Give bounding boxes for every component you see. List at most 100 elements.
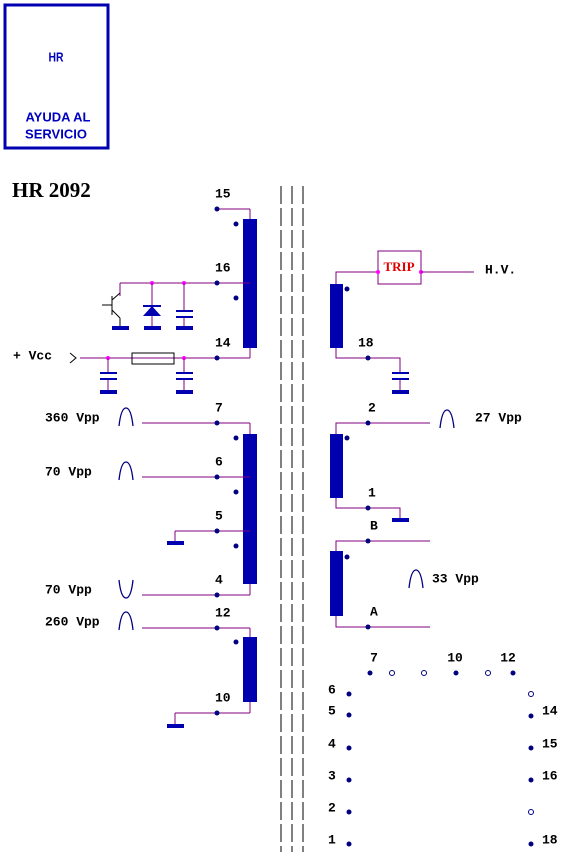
pin-dot xyxy=(528,777,534,783)
label: AYUDA AL xyxy=(25,109,90,124)
label: SERVICIO xyxy=(25,126,87,141)
waveform xyxy=(408,569,424,589)
label: 7 xyxy=(370,650,378,665)
waveform xyxy=(118,461,134,481)
ground xyxy=(392,518,409,522)
waveform xyxy=(118,579,134,599)
pin-dot xyxy=(346,809,352,815)
pin-dot xyxy=(528,713,534,719)
winding xyxy=(243,434,257,584)
ground xyxy=(100,390,117,394)
label: 2 xyxy=(328,800,336,815)
capacitor xyxy=(392,372,409,374)
pin-dot xyxy=(344,554,350,560)
pin-dot xyxy=(214,710,220,716)
label: + Vcc xyxy=(13,348,52,363)
capacitor xyxy=(100,378,117,380)
pin-dot xyxy=(346,745,352,751)
pin-dot xyxy=(214,592,220,598)
pin-dot xyxy=(233,639,239,645)
label: H.V. xyxy=(485,262,516,277)
pin-dot xyxy=(528,841,534,847)
pin-dot xyxy=(346,712,352,718)
logo-frame xyxy=(3,3,110,150)
pin-dot xyxy=(346,691,352,697)
ground xyxy=(176,390,193,394)
wire xyxy=(111,292,121,301)
label: 1 xyxy=(368,485,376,500)
label: 6 xyxy=(215,454,223,469)
pin-dot xyxy=(233,295,239,301)
label: 260 Vpp xyxy=(45,614,100,629)
pin-dot xyxy=(214,420,220,426)
pin-dot xyxy=(453,670,459,676)
label: 12 xyxy=(215,605,231,620)
pin-dot-open xyxy=(389,670,395,676)
pin-dot xyxy=(528,745,534,751)
label: TRIP xyxy=(383,259,414,274)
waveform xyxy=(439,409,455,429)
label: 16 xyxy=(215,260,231,275)
waveform xyxy=(118,611,134,631)
label: 18 xyxy=(358,335,374,350)
label: 70 Vpp xyxy=(45,582,92,597)
pin-dot-open xyxy=(485,670,491,676)
label: 4 xyxy=(328,736,336,751)
pin-dot xyxy=(214,625,220,631)
capacitor xyxy=(392,378,409,380)
pin-dot xyxy=(233,543,239,549)
label: B xyxy=(370,518,378,533)
ground xyxy=(112,326,129,330)
label: 4 xyxy=(215,572,223,587)
label: 15 xyxy=(215,186,231,201)
pin-dot xyxy=(346,841,352,847)
pin-dot xyxy=(214,355,220,361)
wire xyxy=(335,616,430,628)
ground xyxy=(167,724,184,728)
pin-dot xyxy=(344,286,350,292)
capacitor xyxy=(176,378,193,380)
wire xyxy=(335,540,430,551)
winding xyxy=(330,284,343,348)
pin-dot xyxy=(365,505,371,511)
label: HR 2092 xyxy=(12,178,91,202)
label: 18 xyxy=(542,832,558,847)
wire xyxy=(69,352,77,364)
ground xyxy=(167,541,184,545)
pin-dot xyxy=(365,538,371,544)
pin-dot xyxy=(214,528,220,534)
pin-dot-open xyxy=(528,809,534,815)
trip-box xyxy=(377,250,422,285)
label: 5 xyxy=(215,508,223,523)
label: 70 Vpp xyxy=(45,464,92,479)
pin-dot xyxy=(346,777,352,783)
winding xyxy=(330,551,343,616)
pin-dot-open xyxy=(421,670,427,676)
pin-dot xyxy=(365,355,371,361)
label: 5 xyxy=(328,703,336,718)
resistor xyxy=(131,352,175,365)
label: 7 xyxy=(215,400,223,415)
label: 33 Vpp xyxy=(432,571,479,586)
pin-dot xyxy=(214,280,220,286)
ground xyxy=(176,326,193,330)
label: HR xyxy=(48,50,63,64)
pin-dot xyxy=(233,221,239,227)
pin-dot-open xyxy=(528,691,534,697)
pin-dot xyxy=(367,670,373,676)
capacitor xyxy=(100,372,117,374)
label: 10 xyxy=(215,690,231,705)
label: 1 xyxy=(328,832,336,847)
label: 14 xyxy=(542,703,558,718)
label: 27 Vpp xyxy=(475,410,522,425)
pin-dot xyxy=(365,420,371,426)
waveform xyxy=(118,407,134,427)
pin-dot xyxy=(233,435,239,441)
pin-dot xyxy=(376,270,380,274)
label: 10 xyxy=(447,650,463,665)
pin-dot xyxy=(344,435,350,441)
ground xyxy=(144,326,161,330)
winding xyxy=(330,434,343,498)
pin-dot xyxy=(214,474,220,480)
